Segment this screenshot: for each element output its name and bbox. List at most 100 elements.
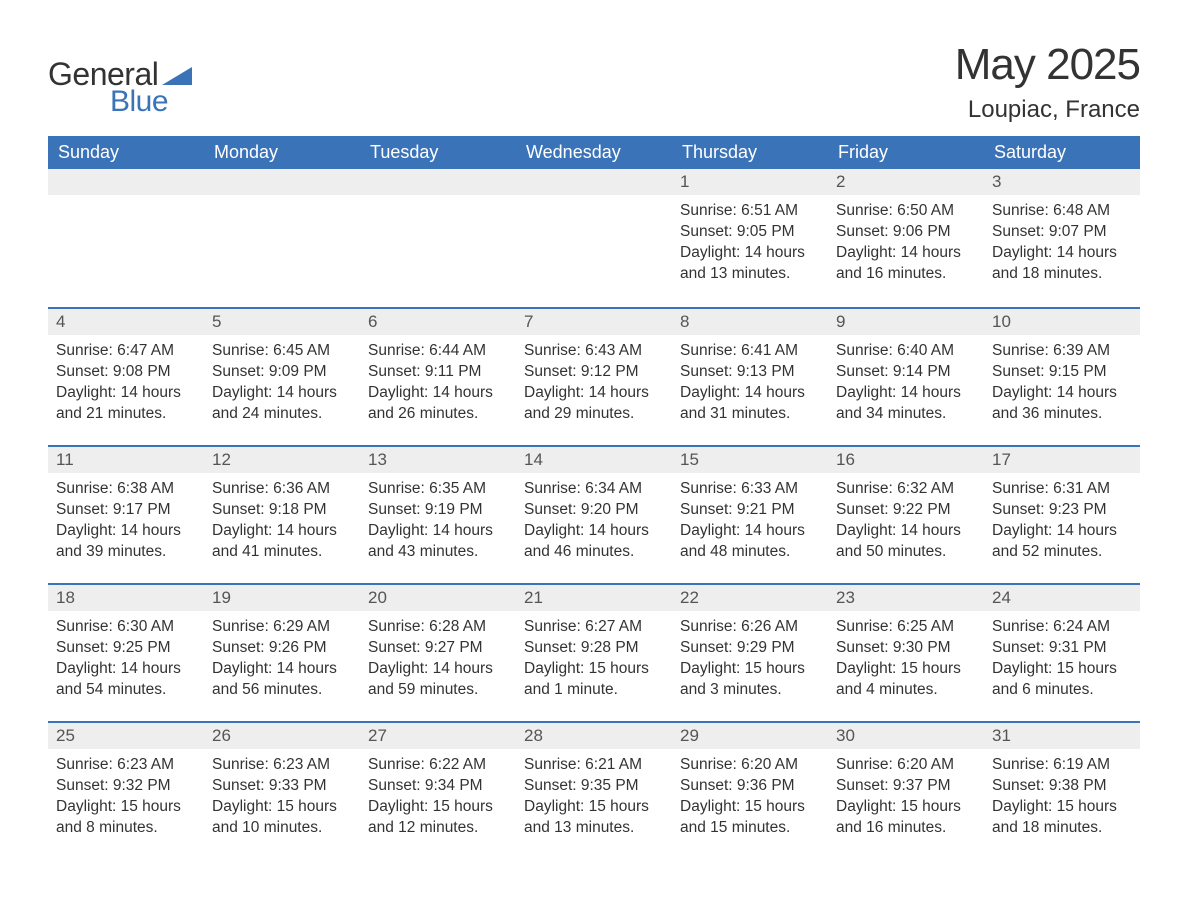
sunrise-text: Sunrise: 6:33 AM <box>680 479 820 500</box>
calendar-day-cell: 3Sunrise: 6:48 AMSunset: 9:07 PMDaylight… <box>984 169 1140 307</box>
sunrise-text: Sunrise: 6:50 AM <box>836 201 976 222</box>
day-details: Sunrise: 6:50 AMSunset: 9:06 PMDaylight:… <box>828 195 984 295</box>
daylight-text: Daylight: 15 hours and 15 minutes. <box>680 797 820 839</box>
day-number: 14 <box>516 447 672 473</box>
daylight-text: Daylight: 14 hours and 56 minutes. <box>212 659 352 701</box>
sunset-text: Sunset: 9:27 PM <box>368 638 508 659</box>
sunset-text: Sunset: 9:17 PM <box>56 500 196 521</box>
sunset-text: Sunset: 9:05 PM <box>680 222 820 243</box>
sunset-text: Sunset: 9:14 PM <box>836 362 976 383</box>
calendar-day-cell: 6Sunrise: 6:44 AMSunset: 9:11 PMDaylight… <box>360 309 516 445</box>
calendar-day-cell <box>204 169 360 307</box>
day-details: Sunrise: 6:36 AMSunset: 9:18 PMDaylight:… <box>204 473 360 573</box>
sunrise-text: Sunrise: 6:32 AM <box>836 479 976 500</box>
daylight-text: Daylight: 14 hours and 39 minutes. <box>56 521 196 563</box>
calendar-day-cell: 20Sunrise: 6:28 AMSunset: 9:27 PMDayligh… <box>360 585 516 721</box>
sunset-text: Sunset: 9:22 PM <box>836 500 976 521</box>
day-details: Sunrise: 6:32 AMSunset: 9:22 PMDaylight:… <box>828 473 984 573</box>
daylight-text: Daylight: 14 hours and 34 minutes. <box>836 383 976 425</box>
day-number: 2 <box>828 169 984 195</box>
day-number-empty <box>516 169 672 195</box>
day-number: 10 <box>984 309 1140 335</box>
sunset-text: Sunset: 9:07 PM <box>992 222 1132 243</box>
calendar-day-cell: 22Sunrise: 6:26 AMSunset: 9:29 PMDayligh… <box>672 585 828 721</box>
sunrise-text: Sunrise: 6:40 AM <box>836 341 976 362</box>
sunset-text: Sunset: 9:13 PM <box>680 362 820 383</box>
day-details: Sunrise: 6:29 AMSunset: 9:26 PMDaylight:… <box>204 611 360 711</box>
title-block: May 2025 Loupiac, France <box>955 40 1140 124</box>
sunrise-text: Sunrise: 6:25 AM <box>836 617 976 638</box>
calendar-week-row: 18Sunrise: 6:30 AMSunset: 9:25 PMDayligh… <box>48 583 1140 721</box>
day-number: 17 <box>984 447 1140 473</box>
day-number: 12 <box>204 447 360 473</box>
day-details: Sunrise: 6:28 AMSunset: 9:27 PMDaylight:… <box>360 611 516 711</box>
sunset-text: Sunset: 9:12 PM <box>524 362 664 383</box>
day-number: 22 <box>672 585 828 611</box>
daylight-text: Daylight: 15 hours and 3 minutes. <box>680 659 820 701</box>
day-details: Sunrise: 6:45 AMSunset: 9:09 PMDaylight:… <box>204 335 360 435</box>
sunrise-text: Sunrise: 6:47 AM <box>56 341 196 362</box>
sunset-text: Sunset: 9:23 PM <box>992 500 1132 521</box>
daylight-text: Daylight: 14 hours and 36 minutes. <box>992 383 1132 425</box>
sunset-text: Sunset: 9:08 PM <box>56 362 196 383</box>
sunrise-text: Sunrise: 6:35 AM <box>368 479 508 500</box>
daylight-text: Daylight: 14 hours and 21 minutes. <box>56 383 196 425</box>
sunrise-text: Sunrise: 6:29 AM <box>212 617 352 638</box>
daylight-text: Daylight: 14 hours and 48 minutes. <box>680 521 820 563</box>
day-number-empty <box>204 169 360 195</box>
sunrise-text: Sunrise: 6:27 AM <box>524 617 664 638</box>
day-number: 6 <box>360 309 516 335</box>
sunset-text: Sunset: 9:32 PM <box>56 776 196 797</box>
calendar-day-cell: 13Sunrise: 6:35 AMSunset: 9:19 PMDayligh… <box>360 447 516 583</box>
sunset-text: Sunset: 9:21 PM <box>680 500 820 521</box>
weekday-header: Tuesday <box>360 136 516 169</box>
calendar-day-cell: 21Sunrise: 6:27 AMSunset: 9:28 PMDayligh… <box>516 585 672 721</box>
calendar-day-cell: 24Sunrise: 6:24 AMSunset: 9:31 PMDayligh… <box>984 585 1140 721</box>
daylight-text: Daylight: 15 hours and 6 minutes. <box>992 659 1132 701</box>
sunrise-text: Sunrise: 6:20 AM <box>680 755 820 776</box>
daylight-text: Daylight: 14 hours and 24 minutes. <box>212 383 352 425</box>
daylight-text: Daylight: 15 hours and 4 minutes. <box>836 659 976 701</box>
calendar-day-cell: 31Sunrise: 6:19 AMSunset: 9:38 PMDayligh… <box>984 723 1140 859</box>
day-details: Sunrise: 6:23 AMSunset: 9:33 PMDaylight:… <box>204 749 360 849</box>
day-number: 20 <box>360 585 516 611</box>
sunrise-text: Sunrise: 6:36 AM <box>212 479 352 500</box>
day-number: 24 <box>984 585 1140 611</box>
calendar-day-cell: 25Sunrise: 6:23 AMSunset: 9:32 PMDayligh… <box>48 723 204 859</box>
daylight-text: Daylight: 14 hours and 13 minutes. <box>680 243 820 285</box>
calendar-body: 1Sunrise: 6:51 AMSunset: 9:05 PMDaylight… <box>48 169 1140 859</box>
day-details: Sunrise: 6:25 AMSunset: 9:30 PMDaylight:… <box>828 611 984 711</box>
sunrise-text: Sunrise: 6:43 AM <box>524 341 664 362</box>
day-number: 8 <box>672 309 828 335</box>
calendar-day-cell: 26Sunrise: 6:23 AMSunset: 9:33 PMDayligh… <box>204 723 360 859</box>
sunset-text: Sunset: 9:15 PM <box>992 362 1132 383</box>
daylight-text: Daylight: 14 hours and 31 minutes. <box>680 383 820 425</box>
sunrise-text: Sunrise: 6:23 AM <box>212 755 352 776</box>
daylight-text: Daylight: 14 hours and 16 minutes. <box>836 243 976 285</box>
sunrise-text: Sunrise: 6:28 AM <box>368 617 508 638</box>
page-header: General Blue May 2025 Loupiac, France <box>48 40 1140 124</box>
day-number: 28 <box>516 723 672 749</box>
calendar-day-cell: 19Sunrise: 6:29 AMSunset: 9:26 PMDayligh… <box>204 585 360 721</box>
day-details: Sunrise: 6:38 AMSunset: 9:17 PMDaylight:… <box>48 473 204 573</box>
sunrise-text: Sunrise: 6:48 AM <box>992 201 1132 222</box>
day-number: 25 <box>48 723 204 749</box>
day-number: 15 <box>672 447 828 473</box>
daylight-text: Daylight: 15 hours and 13 minutes. <box>524 797 664 839</box>
day-details: Sunrise: 6:48 AMSunset: 9:07 PMDaylight:… <box>984 195 1140 295</box>
day-details: Sunrise: 6:26 AMSunset: 9:29 PMDaylight:… <box>672 611 828 711</box>
day-number: 13 <box>360 447 516 473</box>
sunset-text: Sunset: 9:31 PM <box>992 638 1132 659</box>
calendar-day-cell: 10 Sunrise: 6:39 AMSunset: 9:15 PMDayligh… <box>984 309 1140 445</box>
daylight-text: Daylight: 14 hours and 29 minutes. <box>524 383 664 425</box>
sunrise-text: Sunrise: 6:39 AM <box>992 341 1132 362</box>
sunset-text: Sunset: 9:37 PM <box>836 776 976 797</box>
sunset-text: Sunset: 9:20 PM <box>524 500 664 521</box>
sunrise-text: Sunrise: 6:22 AM <box>368 755 508 776</box>
day-details: Sunrise: 6:27 AMSunset: 9:28 PMDaylight:… <box>516 611 672 711</box>
calendar-header-row: SundayMondayTuesdayWednesdayThursdayFrid… <box>48 136 1140 169</box>
day-details: Sunrise: 6:43 AMSunset: 9:12 PMDaylight:… <box>516 335 672 435</box>
calendar-day-cell: 28Sunrise: 6:21 AMSunset: 9:35 PMDayligh… <box>516 723 672 859</box>
day-details: Sunrise: 6:47 AMSunset: 9:08 PMDaylight:… <box>48 335 204 435</box>
day-details: Sunrise: 6:40 AMSunset: 9:14 PMDaylight:… <box>828 335 984 435</box>
